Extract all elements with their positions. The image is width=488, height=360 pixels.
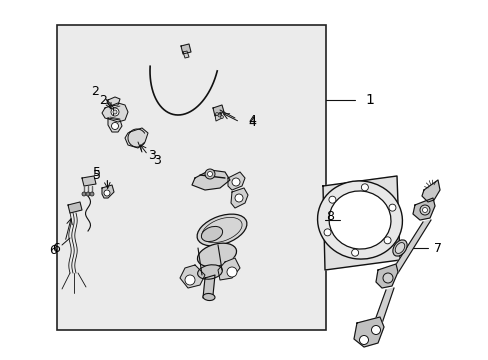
Ellipse shape [328,191,390,249]
Circle shape [218,114,221,117]
Polygon shape [421,180,439,202]
Ellipse shape [203,293,215,301]
Circle shape [104,190,110,196]
Polygon shape [102,103,128,122]
Polygon shape [412,198,434,220]
Circle shape [113,110,117,114]
Text: 6: 6 [52,242,60,255]
Polygon shape [82,176,96,186]
Polygon shape [203,275,215,298]
Circle shape [324,229,330,236]
Text: 7: 7 [433,242,441,255]
Polygon shape [375,264,397,288]
Circle shape [111,108,119,116]
Polygon shape [365,288,393,345]
Polygon shape [213,105,224,116]
Text: 5: 5 [93,166,101,179]
Polygon shape [108,118,122,132]
Circle shape [361,184,367,191]
Text: 4: 4 [247,116,255,129]
Polygon shape [68,202,82,213]
Polygon shape [181,44,191,54]
Polygon shape [192,170,229,190]
Ellipse shape [197,265,222,279]
Circle shape [351,249,358,256]
Ellipse shape [394,243,404,253]
Polygon shape [183,51,189,58]
Circle shape [231,178,240,186]
Circle shape [90,192,94,196]
Circle shape [215,113,218,116]
Circle shape [422,207,427,212]
Circle shape [82,192,86,196]
Polygon shape [125,128,148,148]
Circle shape [419,205,429,215]
Circle shape [388,204,395,211]
Circle shape [359,336,368,345]
Bar [57,25,325,330]
Text: 4: 4 [247,113,255,126]
Circle shape [235,194,243,202]
Text: 3: 3 [153,153,161,166]
Circle shape [382,273,392,283]
Polygon shape [323,176,399,270]
Text: 8: 8 [325,210,333,222]
Circle shape [371,325,380,334]
Circle shape [111,122,118,130]
Polygon shape [387,220,430,277]
Circle shape [220,116,223,118]
Ellipse shape [392,240,407,256]
Circle shape [204,169,215,179]
Ellipse shape [201,226,222,242]
Text: 2: 2 [99,94,107,107]
Text: 3: 3 [148,149,156,162]
Polygon shape [353,317,383,347]
Polygon shape [180,265,204,288]
Circle shape [207,171,212,176]
Text: 1: 1 [364,93,373,107]
Polygon shape [218,258,240,280]
Polygon shape [102,185,114,198]
Polygon shape [107,97,120,106]
Ellipse shape [317,181,402,259]
Polygon shape [230,188,247,208]
Circle shape [328,196,335,203]
Ellipse shape [197,243,236,267]
Ellipse shape [197,214,246,246]
Circle shape [184,275,195,285]
Text: 2: 2 [91,85,99,98]
Circle shape [383,237,390,244]
Text: 6: 6 [49,243,57,257]
Polygon shape [215,112,222,121]
Circle shape [86,192,90,196]
Text: 5: 5 [93,168,101,181]
Polygon shape [227,172,244,190]
Circle shape [226,267,237,277]
